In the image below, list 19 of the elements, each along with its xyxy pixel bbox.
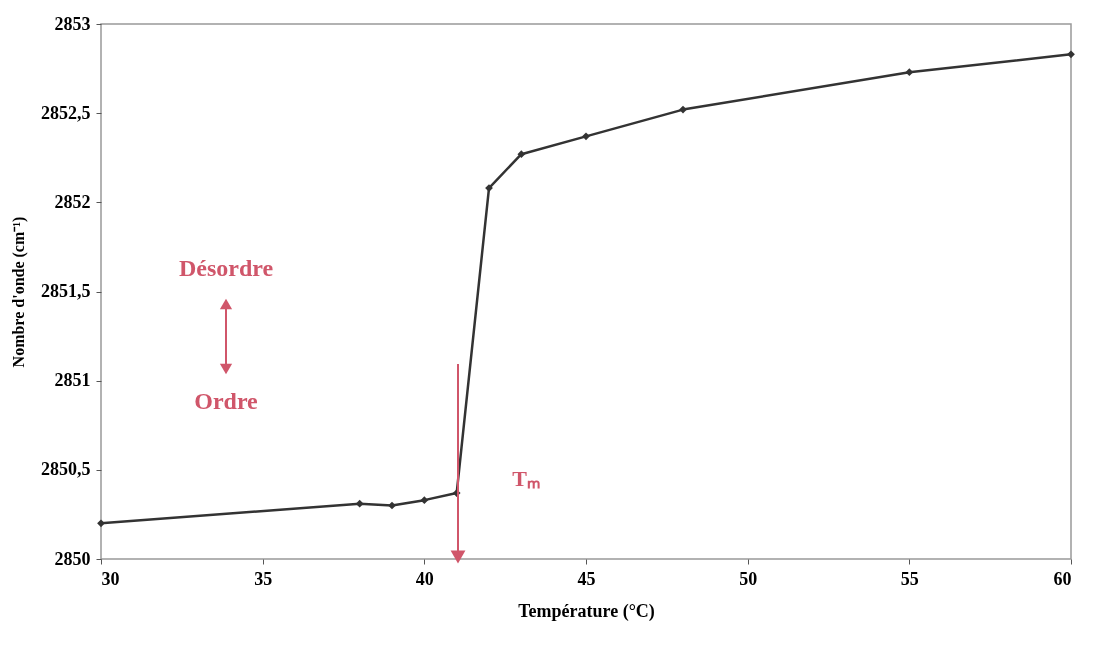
y-tick-label: 2853 — [54, 13, 91, 34]
x-axis-title: Température (°C) — [518, 600, 655, 622]
x-tick-label: 40 — [415, 568, 434, 589]
x-tick-label: 60 — [1053, 568, 1072, 589]
x-tick-label: 45 — [577, 568, 596, 589]
y-axis-title: Nombre d'onde (cm⁻¹) — [10, 216, 28, 368]
y-tick-label: 2851 — [54, 370, 91, 391]
y-tick-label: 2851,5 — [41, 281, 91, 301]
y-tick-label: 2852 — [54, 191, 91, 212]
x-tick-label: 30 — [101, 568, 120, 589]
y-tick-label: 2850 — [54, 548, 91, 569]
x-tick-label: 35 — [254, 568, 273, 589]
annotation: Désordre — [178, 255, 274, 281]
x-tick-label: 55 — [900, 568, 919, 589]
x-tick-label: 50 — [739, 568, 758, 589]
y-tick-label: 2852,5 — [41, 102, 91, 123]
annotation: Tₘ — [512, 466, 540, 491]
y-tick-label: 2850,5 — [41, 459, 91, 480]
annotation: Ordre — [194, 388, 259, 414]
